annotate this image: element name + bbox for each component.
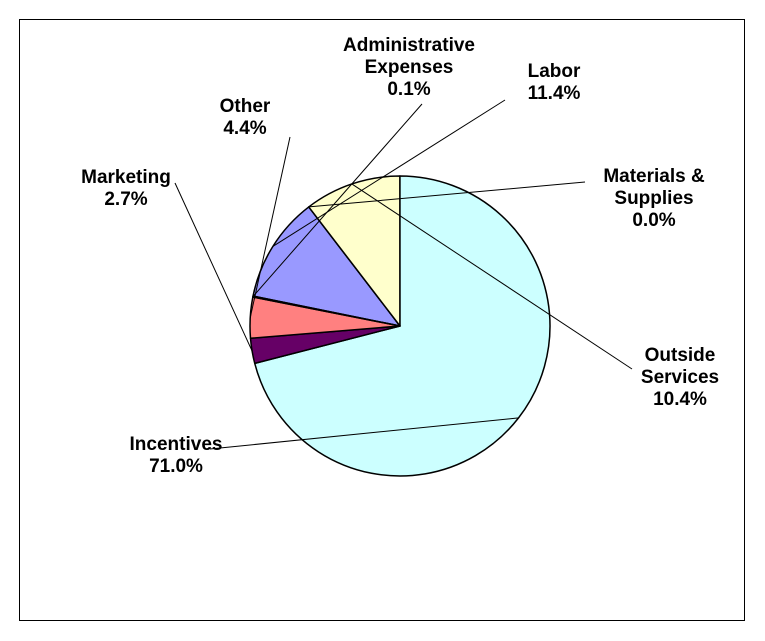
- leader-line-materials-supplies: [308, 181, 586, 208]
- leader-line-other: [249, 136, 291, 318]
- chart-area: Labor 11.4% Materials & Supplies 0.0% Outside…: [19, 19, 745, 621]
- data-label-labor: Labor 11.4%: [528, 61, 581, 104]
- data-label-marketing: Marketing 2.7%: [81, 167, 171, 210]
- leader-line-incentives: [209, 417, 519, 450]
- leader-line-labor: [272, 99, 506, 247]
- data-label-materials-supplies: Materials & Supplies 0.0%: [603, 166, 705, 231]
- leader-line-marketing: [174, 182, 253, 352]
- leader-line-outside-services: [351, 183, 633, 370]
- data-label-outside-services: Outside Services 10.4%: [641, 345, 719, 410]
- leader-line-administrative-expenses: [252, 103, 423, 297]
- data-label-other: Other 4.4%: [220, 96, 271, 139]
- data-label-administrative-expenses: Administrative Expenses 0.1%: [343, 35, 475, 100]
- data-label-incentives: Incentives 71.0%: [130, 434, 223, 477]
- pie-chart: Labor 11.4% Materials & Supplies 0.0% Outside…: [81, 35, 719, 477]
